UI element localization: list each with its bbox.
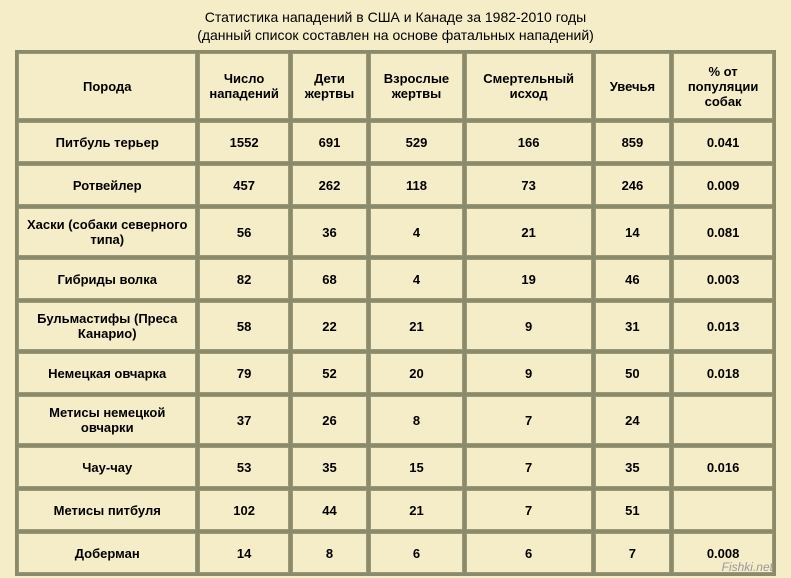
- cell-breed: Бульмастифы (Преса Канарио): [18, 302, 196, 350]
- header-children: Дети жертвы: [292, 53, 368, 119]
- cell-attacks: 457: [199, 165, 288, 205]
- title-line1: Статистика нападений в США и Канаде за 1…: [15, 8, 776, 26]
- title-line2: (данный список составлен на основе фатал…: [15, 26, 776, 44]
- cell-attacks: 1552: [199, 122, 288, 162]
- cell-children: 68: [292, 259, 368, 299]
- header-attacks: Число нападений: [199, 53, 288, 119]
- cell-pct: 0.003: [673, 259, 773, 299]
- cell-children: 26: [292, 396, 368, 444]
- table-row: Метисы питбуля1024421751: [18, 490, 773, 530]
- table-body: Питбуль терьер15526915291668590.041Ротве…: [18, 122, 773, 573]
- table-row: Ротвейлер457262118732460.009: [18, 165, 773, 205]
- cell-fatal: 7: [466, 396, 592, 444]
- cell-pct: 0.009: [673, 165, 773, 205]
- cell-fatal: 7: [466, 447, 592, 487]
- cell-breed: Метисы немецкой овчарки: [18, 396, 196, 444]
- cell-injury: 24: [595, 396, 671, 444]
- cell-children: 262: [292, 165, 368, 205]
- cell-injury: 859: [595, 122, 671, 162]
- cell-adults: 529: [370, 122, 462, 162]
- table-row: Хаски (собаки северного типа)5636421140.…: [18, 208, 773, 256]
- cell-attacks: 82: [199, 259, 288, 299]
- cell-injury: 7: [595, 533, 671, 573]
- cell-pct: 0.018: [673, 353, 773, 393]
- page-title: Статистика нападений в США и Канаде за 1…: [15, 8, 776, 44]
- cell-adults: 4: [370, 208, 462, 256]
- cell-breed: Хаски (собаки северного типа): [18, 208, 196, 256]
- cell-attacks: 102: [199, 490, 288, 530]
- cell-adults: 21: [370, 302, 462, 350]
- cell-pct: 0.041: [673, 122, 773, 162]
- cell-fatal: 19: [466, 259, 592, 299]
- header-breed: Порода: [18, 53, 196, 119]
- cell-fatal: 73: [466, 165, 592, 205]
- cell-adults: 20: [370, 353, 462, 393]
- cell-children: 35: [292, 447, 368, 487]
- cell-injury: 14: [595, 208, 671, 256]
- cell-breed: Питбуль терьер: [18, 122, 196, 162]
- cell-injury: 50: [595, 353, 671, 393]
- header-adults: Взрослые жертвы: [370, 53, 462, 119]
- table-row: Бульмастифы (Преса Канарио)5822219310.01…: [18, 302, 773, 350]
- table-row: Гибриды волка8268419460.003: [18, 259, 773, 299]
- cell-attacks: 14: [199, 533, 288, 573]
- cell-pct: 0.016: [673, 447, 773, 487]
- cell-children: 8: [292, 533, 368, 573]
- cell-injury: 46: [595, 259, 671, 299]
- cell-injury: 246: [595, 165, 671, 205]
- cell-adults: 4: [370, 259, 462, 299]
- watermark: Fishki.net: [722, 560, 773, 574]
- cell-children: 36: [292, 208, 368, 256]
- cell-children: 44: [292, 490, 368, 530]
- cell-adults: 6: [370, 533, 462, 573]
- cell-children: 691: [292, 122, 368, 162]
- cell-fatal: 7: [466, 490, 592, 530]
- cell-pct: 0.013: [673, 302, 773, 350]
- cell-injury: 35: [595, 447, 671, 487]
- cell-fatal: 6: [466, 533, 592, 573]
- cell-attacks: 79: [199, 353, 288, 393]
- cell-attacks: 37: [199, 396, 288, 444]
- table-header-row: Порода Число нападений Дети жертвы Взрос…: [18, 53, 773, 119]
- cell-fatal: 9: [466, 302, 592, 350]
- cell-attacks: 53: [199, 447, 288, 487]
- cell-fatal: 9: [466, 353, 592, 393]
- header-injury: Увечья: [595, 53, 671, 119]
- table-row: Питбуль терьер15526915291668590.041: [18, 122, 773, 162]
- cell-fatal: 166: [466, 122, 592, 162]
- table-row: Доберман1486670.008: [18, 533, 773, 573]
- cell-breed: Ротвейлер: [18, 165, 196, 205]
- header-fatal: Смертельный исход: [466, 53, 592, 119]
- table-row: Немецкая овчарка7952209500.018: [18, 353, 773, 393]
- cell-breed: Чау-чау: [18, 447, 196, 487]
- cell-attacks: 56: [199, 208, 288, 256]
- cell-breed: Гибриды волка: [18, 259, 196, 299]
- cell-children: 52: [292, 353, 368, 393]
- table-row: Метисы немецкой овчарки37268724: [18, 396, 773, 444]
- attacks-table: Порода Число нападений Дети жертвы Взрос…: [15, 50, 776, 576]
- cell-breed: Немецкая овчарка: [18, 353, 196, 393]
- cell-adults: 21: [370, 490, 462, 530]
- cell-fatal: 21: [466, 208, 592, 256]
- cell-pct: 0.081: [673, 208, 773, 256]
- table-row: Чау-чау5335157350.016: [18, 447, 773, 487]
- cell-injury: 31: [595, 302, 671, 350]
- cell-adults: 118: [370, 165, 462, 205]
- cell-breed: Метисы питбуля: [18, 490, 196, 530]
- cell-children: 22: [292, 302, 368, 350]
- cell-pct: [673, 490, 773, 530]
- cell-attacks: 58: [199, 302, 288, 350]
- cell-breed: Доберман: [18, 533, 196, 573]
- cell-adults: 8: [370, 396, 462, 444]
- header-pct: % от популяции собак: [673, 53, 773, 119]
- cell-pct: [673, 396, 773, 444]
- cell-injury: 51: [595, 490, 671, 530]
- cell-adults: 15: [370, 447, 462, 487]
